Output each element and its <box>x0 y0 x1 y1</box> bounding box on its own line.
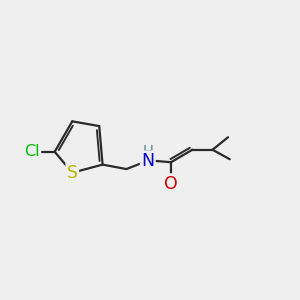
Text: H: H <box>142 145 153 160</box>
Text: N: N <box>141 152 154 170</box>
Text: S: S <box>67 164 78 182</box>
Text: Cl: Cl <box>24 144 39 159</box>
Text: O: O <box>164 175 178 193</box>
